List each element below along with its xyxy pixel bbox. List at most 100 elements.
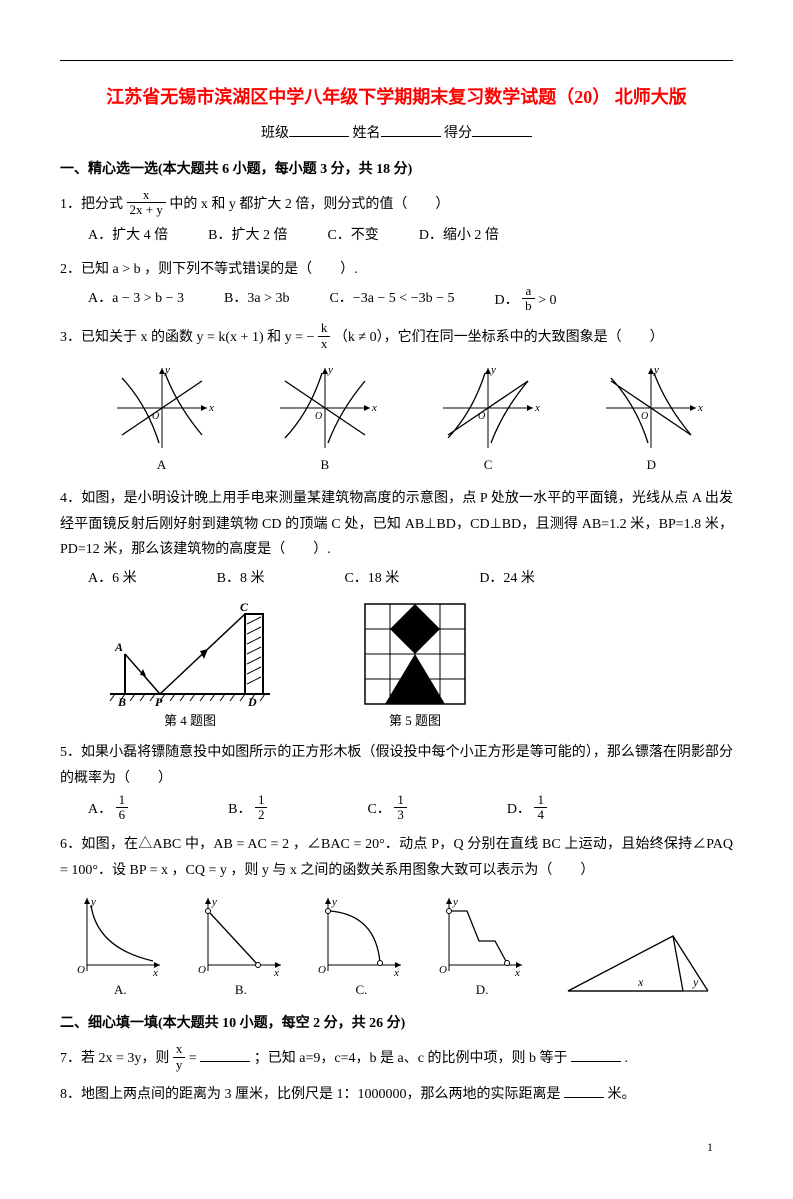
q6-label-B: B. — [196, 978, 286, 1001]
svg-text:x: x — [208, 402, 214, 414]
q4-svg: A B P C D — [100, 599, 280, 709]
q4-optA: A．6 米 — [88, 566, 137, 591]
q3: 3．已知关于 x 的函数 y = k(x + 1) 和 y = − k x （k… — [60, 323, 733, 353]
q2-optD: D． a b > 0 — [495, 286, 557, 316]
svg-text:y: y — [692, 975, 699, 989]
q5-svg — [360, 599, 470, 709]
q2-frac: a b — [522, 284, 535, 314]
section1-header: 一、精心选一选(本大题共 6 小题，每小题 3 分，共 18 分) — [60, 157, 733, 182]
q6-svg-A: O x y — [75, 893, 165, 978]
q8: 8．地图上两点间的距离为 3 厘米，比例尺是 1：1000000，那么两地的实际… — [60, 1082, 733, 1107]
svg-text:O: O — [315, 411, 322, 422]
q4-q5-figs: A B P C D 第 4 题图 第 5 题图 — [60, 599, 733, 732]
top-rule — [60, 60, 733, 61]
q2-options: A．a − 3 > b − 3 B．3a > 3b C．−3a − 5 < −3… — [60, 286, 733, 316]
q4-optB: B．8 米 — [217, 566, 265, 591]
svg-text:O: O — [641, 411, 648, 422]
q2-optC: C．−3a − 5 < −3b − 5 — [329, 286, 454, 316]
q3-svg-D: x y O — [596, 363, 706, 453]
svg-text:P: P — [155, 695, 163, 709]
q1-text-b: 中的 x 和 y 都扩大 2 倍，则分式的值（ ） — [169, 197, 449, 212]
q5-fig: 第 5 题图 — [360, 599, 470, 732]
q3-label-C: C — [433, 453, 543, 476]
q6-svg-B: O x y — [196, 893, 286, 978]
svg-text:C: C — [240, 600, 249, 614]
page-title: 江苏省无锡市滨湖区中学八年级下学期期末复习数学试题（20） 北师大版 — [60, 81, 733, 113]
q2-optB: B．3a > 3b — [224, 286, 289, 316]
q5-optC: C． 13 — [367, 795, 406, 825]
score-blank — [472, 122, 532, 137]
q3-label-B: B — [270, 453, 380, 476]
svg-text:x: x — [534, 402, 540, 414]
q4: 4．如图，是小明设计晚上用手电来测量某建筑物高度的示意图，点 P 处放一水平的平… — [60, 486, 733, 562]
q4-fig: A B P C D 第 4 题图 — [100, 599, 280, 732]
svg-text:y: y — [490, 364, 496, 376]
q1-optD: D．缩小 2 倍 — [419, 223, 499, 248]
svg-text:x: x — [371, 402, 377, 414]
svg-text:x: x — [697, 402, 703, 414]
class-blank — [289, 122, 349, 137]
q4-fig-label: 第 4 题图 — [100, 709, 280, 732]
class-label: 班级 — [261, 126, 289, 141]
q7-text-d: . — [624, 1051, 628, 1066]
q7-blank1 — [200, 1047, 250, 1062]
q4-options: A．6 米 B．8 米 C．18 米 D．24 米 — [60, 566, 733, 591]
q1-text-a: 1．把分式 — [60, 197, 127, 212]
svg-text:x: x — [273, 967, 279, 978]
q3-text-b: （k ≠ 0），它们在同一坐标系中的大致图象是（ ） — [334, 330, 664, 345]
q6-graph-A: O x y A. — [75, 893, 165, 1001]
q7-frac: x y — [173, 1042, 186, 1072]
svg-text:x: x — [152, 967, 158, 978]
svg-text:O: O — [439, 964, 447, 976]
q6-graph-D: O x y D. — [437, 893, 527, 1001]
q4-optD: D．24 米 — [479, 566, 535, 591]
q3-label-A: A — [107, 453, 217, 476]
q6-label-D: D. — [437, 978, 527, 1001]
q8-text-b: 米。 — [608, 1087, 636, 1102]
info-line: 班级 姓名 得分 — [60, 121, 733, 146]
q5: 5．如果小磊将镖随意投中如图所示的正方形木板（假设投中每个小正方形是等可能的），… — [60, 740, 733, 790]
q6-svg-D: O x y — [437, 893, 527, 978]
q1: 1．把分式 x 2x + y 中的 x 和 y 都扩大 2 倍，则分式的值（ ） — [60, 190, 733, 220]
q6-graph-B: O x y B. — [196, 893, 286, 1001]
q5-optD: D． 14 — [507, 795, 547, 825]
q6: 6．如图，在△ABC 中，AB = AC = 2 ，∠BAC = 20°．动点 … — [60, 832, 733, 882]
svg-text:O: O — [318, 964, 326, 976]
q6-triangle: x y — [558, 926, 718, 1001]
q3-graph-B: x y O B — [270, 363, 380, 476]
q3-graphs: x y O A x y O B x — [60, 363, 733, 476]
page-number: 1 — [60, 1137, 733, 1159]
q5-options: A． 16 B． 12 C． 13 D． 14 — [60, 795, 733, 825]
q7: 7．若 2x = 3y，则 x y = ；已知 a=9，c=4，b 是 a、c … — [60, 1044, 733, 1074]
svg-text:x: x — [514, 967, 520, 978]
q2-optA: A．a − 3 > b − 3 — [88, 286, 184, 316]
q5-fig-label: 第 5 题图 — [360, 709, 470, 732]
q3-graph-C: x y O C — [433, 363, 543, 476]
q3-label-D: D — [596, 453, 706, 476]
q4-text: 4．如图，是小明设计晚上用手电来测量某建筑物高度的示意图，点 P 处放一水平的平… — [60, 491, 733, 556]
q6-label-C: C. — [316, 978, 406, 1001]
svg-text:y: y — [452, 896, 458, 908]
q5-optA: A． 16 — [88, 795, 128, 825]
q7-text-b: = — [189, 1051, 200, 1066]
q7-text-c: ；已知 a=9，c=4，b 是 a、c 的比例中项，则 b 等于 — [254, 1051, 568, 1066]
svg-text:O: O — [198, 964, 206, 976]
svg-text:y: y — [331, 896, 337, 908]
name-blank — [381, 122, 441, 137]
svg-text:y: y — [211, 896, 217, 908]
q3-svg-C: x y O — [433, 363, 543, 453]
svg-text:x: x — [637, 975, 644, 989]
q2: 2．已知 a > b ，则下列不等式错误的是（ ）. — [60, 257, 733, 282]
q3-text-a: 3．已知关于 x 的函数 y = k(x + 1) 和 y = − — [60, 330, 314, 345]
q4-optC: C．18 米 — [344, 566, 399, 591]
q6-graphs: O x y A. O x y B. O x y C. — [60, 893, 733, 1001]
q8-text-a: 8．地图上两点间的距离为 3 厘米，比例尺是 1：1000000，那么两地的实际… — [60, 1087, 561, 1102]
q1-optC: C．不变 — [327, 223, 378, 248]
q3-svg-B: x y O — [270, 363, 380, 453]
svg-text:O: O — [77, 964, 85, 976]
q6-label-A: A. — [75, 978, 165, 1001]
q3-graph-D: x y O D — [596, 363, 706, 476]
svg-text:D: D — [247, 695, 257, 709]
q6-svg-C: O x y — [316, 893, 406, 978]
q3-graph-A: x y O A — [107, 363, 217, 476]
